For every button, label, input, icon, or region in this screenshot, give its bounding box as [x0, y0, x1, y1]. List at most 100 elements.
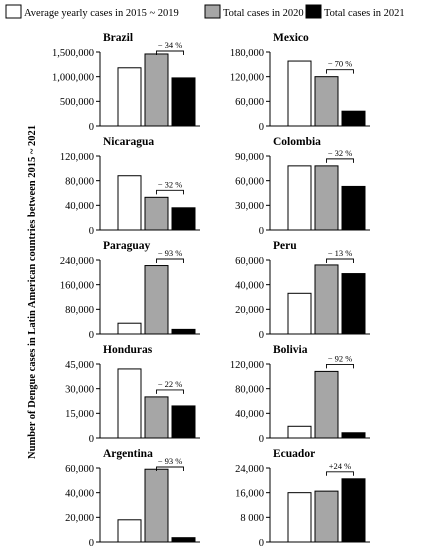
- y-tick-label-mexico-2: 120,000: [230, 72, 264, 83]
- bar-paraguay-3: [171, 328, 196, 335]
- bracket-nicaragua: [156, 189, 184, 195]
- y-tick-label-honduras-3: 45,000: [65, 360, 94, 371]
- bracket-mexico: [326, 69, 354, 74]
- panel-title-brazil: Brazil: [103, 32, 133, 44]
- bar-paraguay-1: [117, 322, 142, 335]
- y-tick-label-argentina-3: 60,000: [65, 464, 94, 475]
- bar-brazil-3: [171, 77, 196, 127]
- panel-colombia: Colombia 0 30,000 60,000 90,000 − 32 %: [235, 136, 370, 237]
- change-annotation-brazil: − 34 %: [158, 40, 183, 50]
- change-annotation-peru: − 13 %: [328, 248, 353, 258]
- bar-argentina-1: [117, 519, 142, 543]
- y-tick-label-argentina-0: 0: [89, 538, 94, 549]
- change-annotation-mexico: − 70 %: [328, 59, 353, 69]
- y-tick-label-mexico-1: 60,000: [235, 97, 264, 108]
- y-tick-label-colombia-3: 90,000: [235, 152, 264, 163]
- panel-title-argentina: Argentina: [103, 448, 153, 460]
- bar-brazil-1: [117, 67, 142, 127]
- panel-ecuador: Ecuador 0 8 000 16,000 24,000 +24 %: [235, 448, 370, 549]
- legend-label-3: Total cases in 2021: [324, 8, 405, 19]
- panel-peru: Peru 0 20,000 40,000 60,000 − 13 %: [235, 240, 370, 341]
- legend-swatch-3: [305, 4, 322, 19]
- legend-label-1: Average yearly cases in 2015 ~ 2019: [24, 8, 179, 19]
- bar-ecuador-2: [314, 490, 339, 543]
- y-tick-label-ecuador-2: 16,000: [235, 488, 264, 499]
- bar-peru-2: [314, 264, 339, 335]
- y-axis-label: Number of Dengue cases in Latin American…: [27, 125, 38, 459]
- change-annotation-bolivia: − 92 %: [328, 353, 353, 363]
- legend-swatch-1: [5, 4, 22, 19]
- y-tick-label-bolivia-2: 80,000: [235, 384, 264, 395]
- y-tick-label-ecuador-0: 0: [259, 538, 264, 549]
- bar-ecuador-1: [287, 492, 312, 543]
- legend-swatch-2: [204, 4, 221, 19]
- panel-paraguay: Paraguay 0 80,000 160,000 240,000 − 93 %: [60, 240, 200, 341]
- panel-argentina: Argentina 0 20,000 40,000 60,000 − 93 %: [65, 448, 200, 549]
- bar-bolivia-3: [341, 432, 366, 439]
- y-tick-label-brazil-1: 500,000: [60, 97, 94, 108]
- bar-bolivia-1: [287, 425, 312, 439]
- bracket-paraguay: [156, 258, 184, 263]
- bar-mexico-3: [341, 110, 366, 127]
- change-annotation-paraguay: − 93 %: [158, 248, 183, 258]
- bracket-argentina: [156, 466, 184, 471]
- panel-title-mexico: Mexico: [273, 32, 309, 44]
- bar-nicaragua-1: [117, 175, 142, 231]
- bar-paraguay-2: [144, 265, 169, 335]
- y-tick-label-honduras-0: 0: [89, 434, 94, 445]
- y-tick-label-ecuador-1: 8 000: [240, 513, 264, 524]
- chart-panels: Brazil 0 500,000 1,000,000 1,500,000 − 34 % Me…: [52, 32, 370, 549]
- y-tick-label-peru-1: 20,000: [235, 305, 264, 316]
- y-tick-label-nicaragua-2: 80,000: [65, 176, 94, 187]
- y-tick-label-peru-2: 40,000: [235, 280, 264, 291]
- y-tick-label-paraguay-0: 0: [89, 330, 94, 341]
- bar-colombia-1: [287, 165, 312, 231]
- bracket-brazil: [156, 50, 184, 55]
- change-annotation-argentina: − 93 %: [158, 456, 183, 466]
- bar-peru-3: [341, 273, 366, 335]
- change-annotation-ecuador: +24 %: [329, 461, 352, 471]
- change-annotation-colombia: − 32 %: [328, 148, 353, 158]
- bar-honduras-3: [171, 405, 196, 439]
- panel-title-colombia: Colombia: [273, 136, 321, 148]
- bracket-bolivia: [326, 363, 354, 369]
- bar-nicaragua-3: [171, 207, 196, 231]
- bar-colombia-2: [314, 165, 339, 231]
- panel-nicaragua: Nicaragua 0 40,000 80,000 120,000 − 32 %: [60, 136, 200, 237]
- legend: Average yearly cases in 2015 ~ 2019 Total…: [5, 4, 405, 19]
- bracket-ecuador: [326, 471, 354, 476]
- y-tick-label-nicaragua-0: 0: [89, 226, 94, 237]
- y-tick-label-bolivia-1: 40,000: [235, 409, 264, 420]
- y-tick-label-peru-0: 0: [259, 330, 264, 341]
- bar-bolivia-2: [314, 370, 339, 439]
- y-tick-label-paraguay-1: 80,000: [65, 305, 94, 316]
- y-tick-label-ecuador-3: 24,000: [235, 464, 264, 475]
- bracket-honduras: [156, 389, 184, 394]
- y-tick-label-honduras-2: 30,000: [65, 384, 94, 395]
- y-tick-label-nicaragua-1: 40,000: [65, 201, 94, 212]
- y-tick-label-honduras-1: 15,000: [65, 409, 94, 420]
- bar-mexico-2: [314, 76, 339, 127]
- bar-argentina-2: [144, 468, 169, 543]
- y-tick-label-colombia-0: 0: [259, 226, 264, 237]
- panel-title-bolivia: Bolivia: [273, 344, 308, 356]
- panel-brazil: Brazil 0 500,000 1,000,000 1,500,000 − 34 %: [52, 32, 200, 133]
- panel-title-paraguay: Paraguay: [103, 240, 151, 252]
- y-tick-label-nicaragua-3: 120,000: [60, 152, 94, 163]
- y-tick-label-brazil-3: 1,500,000: [52, 48, 94, 59]
- y-tick-label-brazil-0: 0: [89, 122, 94, 133]
- bracket-colombia: [326, 158, 354, 163]
- y-tick-label-mexico-3: 180,000: [230, 48, 264, 59]
- y-tick-label-colombia-1: 30,000: [235, 201, 264, 212]
- y-tick-label-bolivia-0: 0: [259, 434, 264, 445]
- y-tick-label-mexico-0: 0: [259, 122, 264, 133]
- panel-title-honduras: Honduras: [103, 344, 153, 356]
- bar-honduras-1: [117, 368, 142, 439]
- panel-title-nicaragua: Nicaragua: [103, 136, 154, 148]
- y-tick-label-paraguay-3: 240,000: [60, 256, 94, 267]
- y-tick-label-colombia-2: 60,000: [235, 176, 264, 187]
- bar-argentina-3: [171, 537, 196, 543]
- y-tick-label-brazil-2: 1,000,000: [52, 72, 94, 83]
- legend-label-2: Total cases in 2020: [223, 8, 304, 19]
